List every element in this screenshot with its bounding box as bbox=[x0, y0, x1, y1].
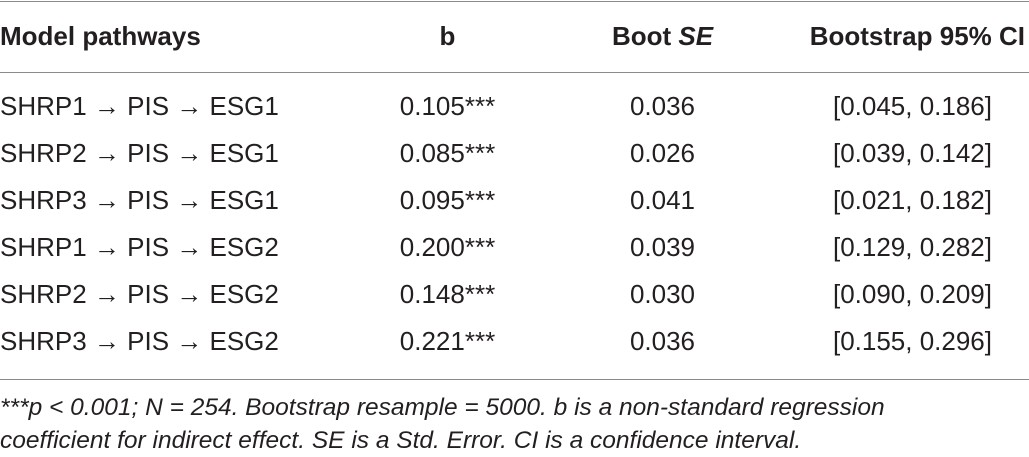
header-boot-se-prefix: Boot bbox=[611, 21, 679, 51]
table-row: SHRP2 → PIS → ESG1 0.085*** 0.026 [0.039… bbox=[0, 130, 1029, 177]
cell-pathway: SHRP1 → PIS → ESG1 bbox=[0, 91, 279, 121]
table-header-rule bbox=[0, 72, 1029, 73]
table-footnote: ***p < 0.001; N = 254. Bootstrap resampl… bbox=[0, 391, 1029, 457]
table-row: SHRP3 → PIS → ESG2 0.221*** 0.036 [0.155… bbox=[0, 318, 1029, 365]
footnote-line-2: coefficient for indirect effect. SE is a… bbox=[0, 427, 802, 454]
cell-ci: [0.039, 0.142] bbox=[832, 138, 992, 168]
table-header-row: Model pathways b Boot SE Bootstrap 95% C… bbox=[0, 0, 1029, 73]
header-model-pathways: Model pathways bbox=[0, 21, 201, 51]
cell-ci: [0.045, 0.186] bbox=[832, 91, 992, 121]
cell-b: 0.085*** bbox=[399, 138, 496, 168]
cell-b: 0.148*** bbox=[399, 279, 496, 309]
cell-pathway: SHRP2 → PIS → ESG2 bbox=[0, 279, 279, 309]
table-row: SHRP1 → PIS → ESG1 0.105*** 0.036 [0.045… bbox=[0, 73, 1029, 130]
cell-pathway: SHRP3 → PIS → ESG2 bbox=[0, 326, 279, 356]
cell-b: 0.200*** bbox=[399, 232, 496, 262]
cell-ci: [0.155, 0.296] bbox=[832, 326, 992, 356]
table-row: SHRP3 → PIS → ESG1 0.095*** 0.041 [0.021… bbox=[0, 177, 1029, 224]
cell-b: 0.095*** bbox=[399, 185, 496, 215]
cell-pathway: SHRP3 → PIS → ESG1 bbox=[0, 185, 279, 215]
cell-boot-se: 0.036 bbox=[629, 326, 696, 356]
cell-pathway: SHRP2 → PIS → ESG1 bbox=[0, 138, 279, 168]
table-bottom-rule bbox=[0, 379, 1029, 380]
header-bootstrap-ci: Bootstrap 95% CI bbox=[809, 21, 1025, 51]
cell-boot-se: 0.026 bbox=[629, 138, 696, 168]
header-boot-se-italic: SE bbox=[678, 21, 714, 51]
cell-boot-se: 0.030 bbox=[629, 279, 696, 309]
cell-ci: [0.090, 0.209] bbox=[832, 279, 992, 309]
cell-b: 0.105*** bbox=[399, 91, 496, 121]
header-boot-se: Boot SE bbox=[555, 0, 770, 73]
cell-boot-se: 0.036 bbox=[629, 91, 696, 121]
cell-ci: [0.021, 0.182] bbox=[832, 185, 992, 215]
table-row: SHRP1 → PIS → ESG2 0.200*** 0.039 [0.129… bbox=[0, 224, 1029, 271]
header-b: b bbox=[439, 21, 456, 51]
cell-pathway: SHRP1 → PIS → ESG2 bbox=[0, 232, 279, 262]
indirect-effects-table: Model pathways b Boot SE Bootstrap 95% C… bbox=[0, 0, 1029, 365]
cell-ci: [0.129, 0.282] bbox=[832, 232, 992, 262]
table-top-rule bbox=[0, 1, 1029, 2]
cell-b: 0.221*** bbox=[399, 326, 496, 356]
cell-boot-se: 0.041 bbox=[629, 185, 696, 215]
footnote-line-1: ***p < 0.001; N = 254. Bootstrap resampl… bbox=[0, 394, 885, 421]
cell-boot-se: 0.039 bbox=[629, 232, 696, 262]
table-row: SHRP2 → PIS → ESG2 0.148*** 0.030 [0.090… bbox=[0, 271, 1029, 318]
